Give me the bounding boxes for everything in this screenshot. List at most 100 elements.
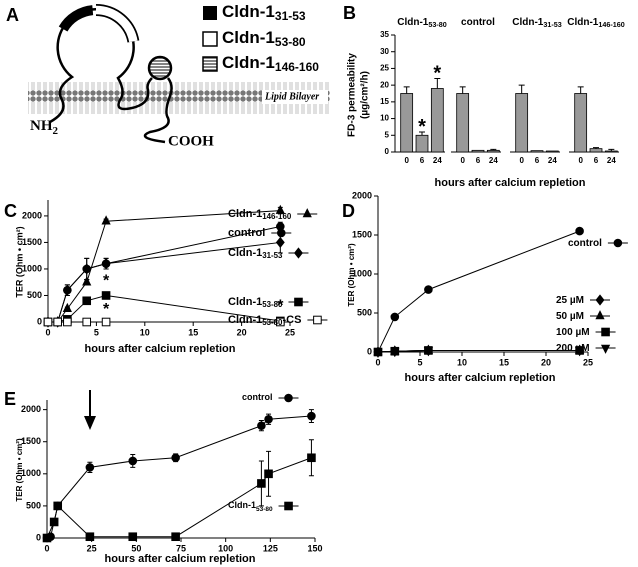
marker <box>53 317 62 327</box>
x-tick-label: 6 <box>476 156 481 165</box>
x-tick-label: 75 <box>176 543 186 553</box>
marker <box>275 236 285 249</box>
error-bar <box>403 86 410 94</box>
segment-53-80 <box>95 5 138 43</box>
error-bar <box>434 77 441 89</box>
x-tick-label: 125 <box>263 543 278 553</box>
panel-letter: A <box>6 5 19 25</box>
marker <box>313 315 322 325</box>
y-axis-label: (µg/cm²/h) <box>360 71 371 119</box>
legend-label: Cldn-153-80 <box>222 28 306 49</box>
segment-146-160 <box>147 55 173 81</box>
y-axis-label: FD-3 permeability <box>347 53 358 137</box>
marker <box>424 285 433 294</box>
legend-sub: 53-80 <box>275 35 306 49</box>
marker <box>85 463 95 472</box>
bar <box>589 148 603 153</box>
legend-label: control <box>242 392 273 402</box>
bar <box>486 149 500 153</box>
marker <box>294 247 303 259</box>
x-tick-label: 0 <box>460 156 465 165</box>
bar <box>515 93 529 153</box>
error-bar <box>419 131 425 136</box>
marker <box>42 533 52 543</box>
x-tick-label: 24 <box>489 156 498 165</box>
legend-label-main: Cldn-1 <box>228 314 262 326</box>
x-tick-label: 0 <box>578 156 583 165</box>
marker <box>294 297 303 307</box>
x-tick-label: 24 <box>607 156 616 165</box>
y-tick-label: 0 <box>385 147 390 156</box>
x-tick-label: 150 <box>307 543 322 553</box>
annotation: * <box>433 63 441 85</box>
marker <box>49 517 59 527</box>
marker <box>101 317 111 327</box>
bar <box>545 150 559 153</box>
segment-31-53 <box>58 5 94 32</box>
x-tick-label: 5 <box>417 357 422 367</box>
y-tick-label: 0 <box>367 346 372 356</box>
x-tick-label: 24 <box>548 156 557 165</box>
marker <box>128 456 138 466</box>
marker <box>264 469 273 479</box>
x-tick-label: 10 <box>457 357 467 367</box>
x-tick-label: 25 <box>87 543 97 553</box>
legend-label-sub: 53-80 <box>262 300 283 309</box>
x-tick-label: 0 <box>44 543 49 553</box>
legend-swatch <box>202 56 218 72</box>
panel-letter: B <box>343 3 356 23</box>
x-tick-label: 10 <box>140 327 150 337</box>
y-tick-label: 10 <box>380 114 389 123</box>
c-terminus: COOH <box>168 133 214 149</box>
x-tick-label: 24 <box>433 156 442 165</box>
legend-label: 25 µM <box>556 295 584 306</box>
y-tick-label: 2000 <box>352 190 372 200</box>
legend-label-main: Cldn-1 <box>228 247 262 259</box>
y-tick-label: 2000 <box>21 404 41 414</box>
x-tick-label: 15 <box>188 327 198 337</box>
marker <box>373 348 383 358</box>
marker <box>82 263 92 275</box>
x-tick-label: 20 <box>237 327 247 337</box>
y-tick-label: 500 <box>357 307 372 317</box>
marker <box>275 204 285 214</box>
bar <box>471 149 485 153</box>
y-tick-label: 15 <box>380 97 389 106</box>
x-tick-label: 25 <box>285 327 295 337</box>
x-tick-label: 25 <box>583 357 593 367</box>
legend-label-suffix: -CS <box>282 314 301 326</box>
y-axis-label: TER (Ohm • cm²) <box>14 226 24 297</box>
panel-letter: D <box>342 201 355 221</box>
y-tick-label: 20 <box>380 80 389 89</box>
y-tick-label: 5 <box>385 130 390 139</box>
x-tick-label: 5 <box>94 327 99 337</box>
legend-label: control <box>228 227 265 239</box>
bar <box>574 93 588 153</box>
y-tick-label: 1000 <box>22 263 42 273</box>
legend-label-main: Cldn-1 <box>228 208 262 220</box>
marker <box>276 317 285 327</box>
legend-label: Cldn-131-53 <box>228 247 283 260</box>
x-tick-label: 0 <box>404 156 409 165</box>
legend-label: Cldn-131-53 <box>222 2 306 23</box>
legend-name: Cldn-1 <box>222 28 275 47</box>
legend-name: Cldn-1 <box>222 53 275 72</box>
marker <box>307 453 316 463</box>
marker <box>62 284 72 296</box>
legend-label: 50 µM <box>556 311 584 322</box>
legend-label: Cldn-1146-160 <box>228 208 292 221</box>
panel-letter: C <box>4 201 17 221</box>
error-bar <box>490 148 497 151</box>
series-line <box>377 349 580 353</box>
marker <box>171 532 180 542</box>
legend-name: Cldn-1 <box>222 2 275 21</box>
x-axis-label: hours after calcium repletion <box>405 372 556 384</box>
y-tick-label: 1000 <box>352 268 372 278</box>
legend-label-main: Cldn-1 <box>228 296 262 308</box>
marker <box>575 226 584 236</box>
group-title-main: control <box>461 17 495 28</box>
marker <box>600 344 611 354</box>
y-tick-label: 0 <box>36 532 41 542</box>
legend-label: Cldn-153-80 <box>228 500 273 512</box>
marker <box>613 238 623 248</box>
